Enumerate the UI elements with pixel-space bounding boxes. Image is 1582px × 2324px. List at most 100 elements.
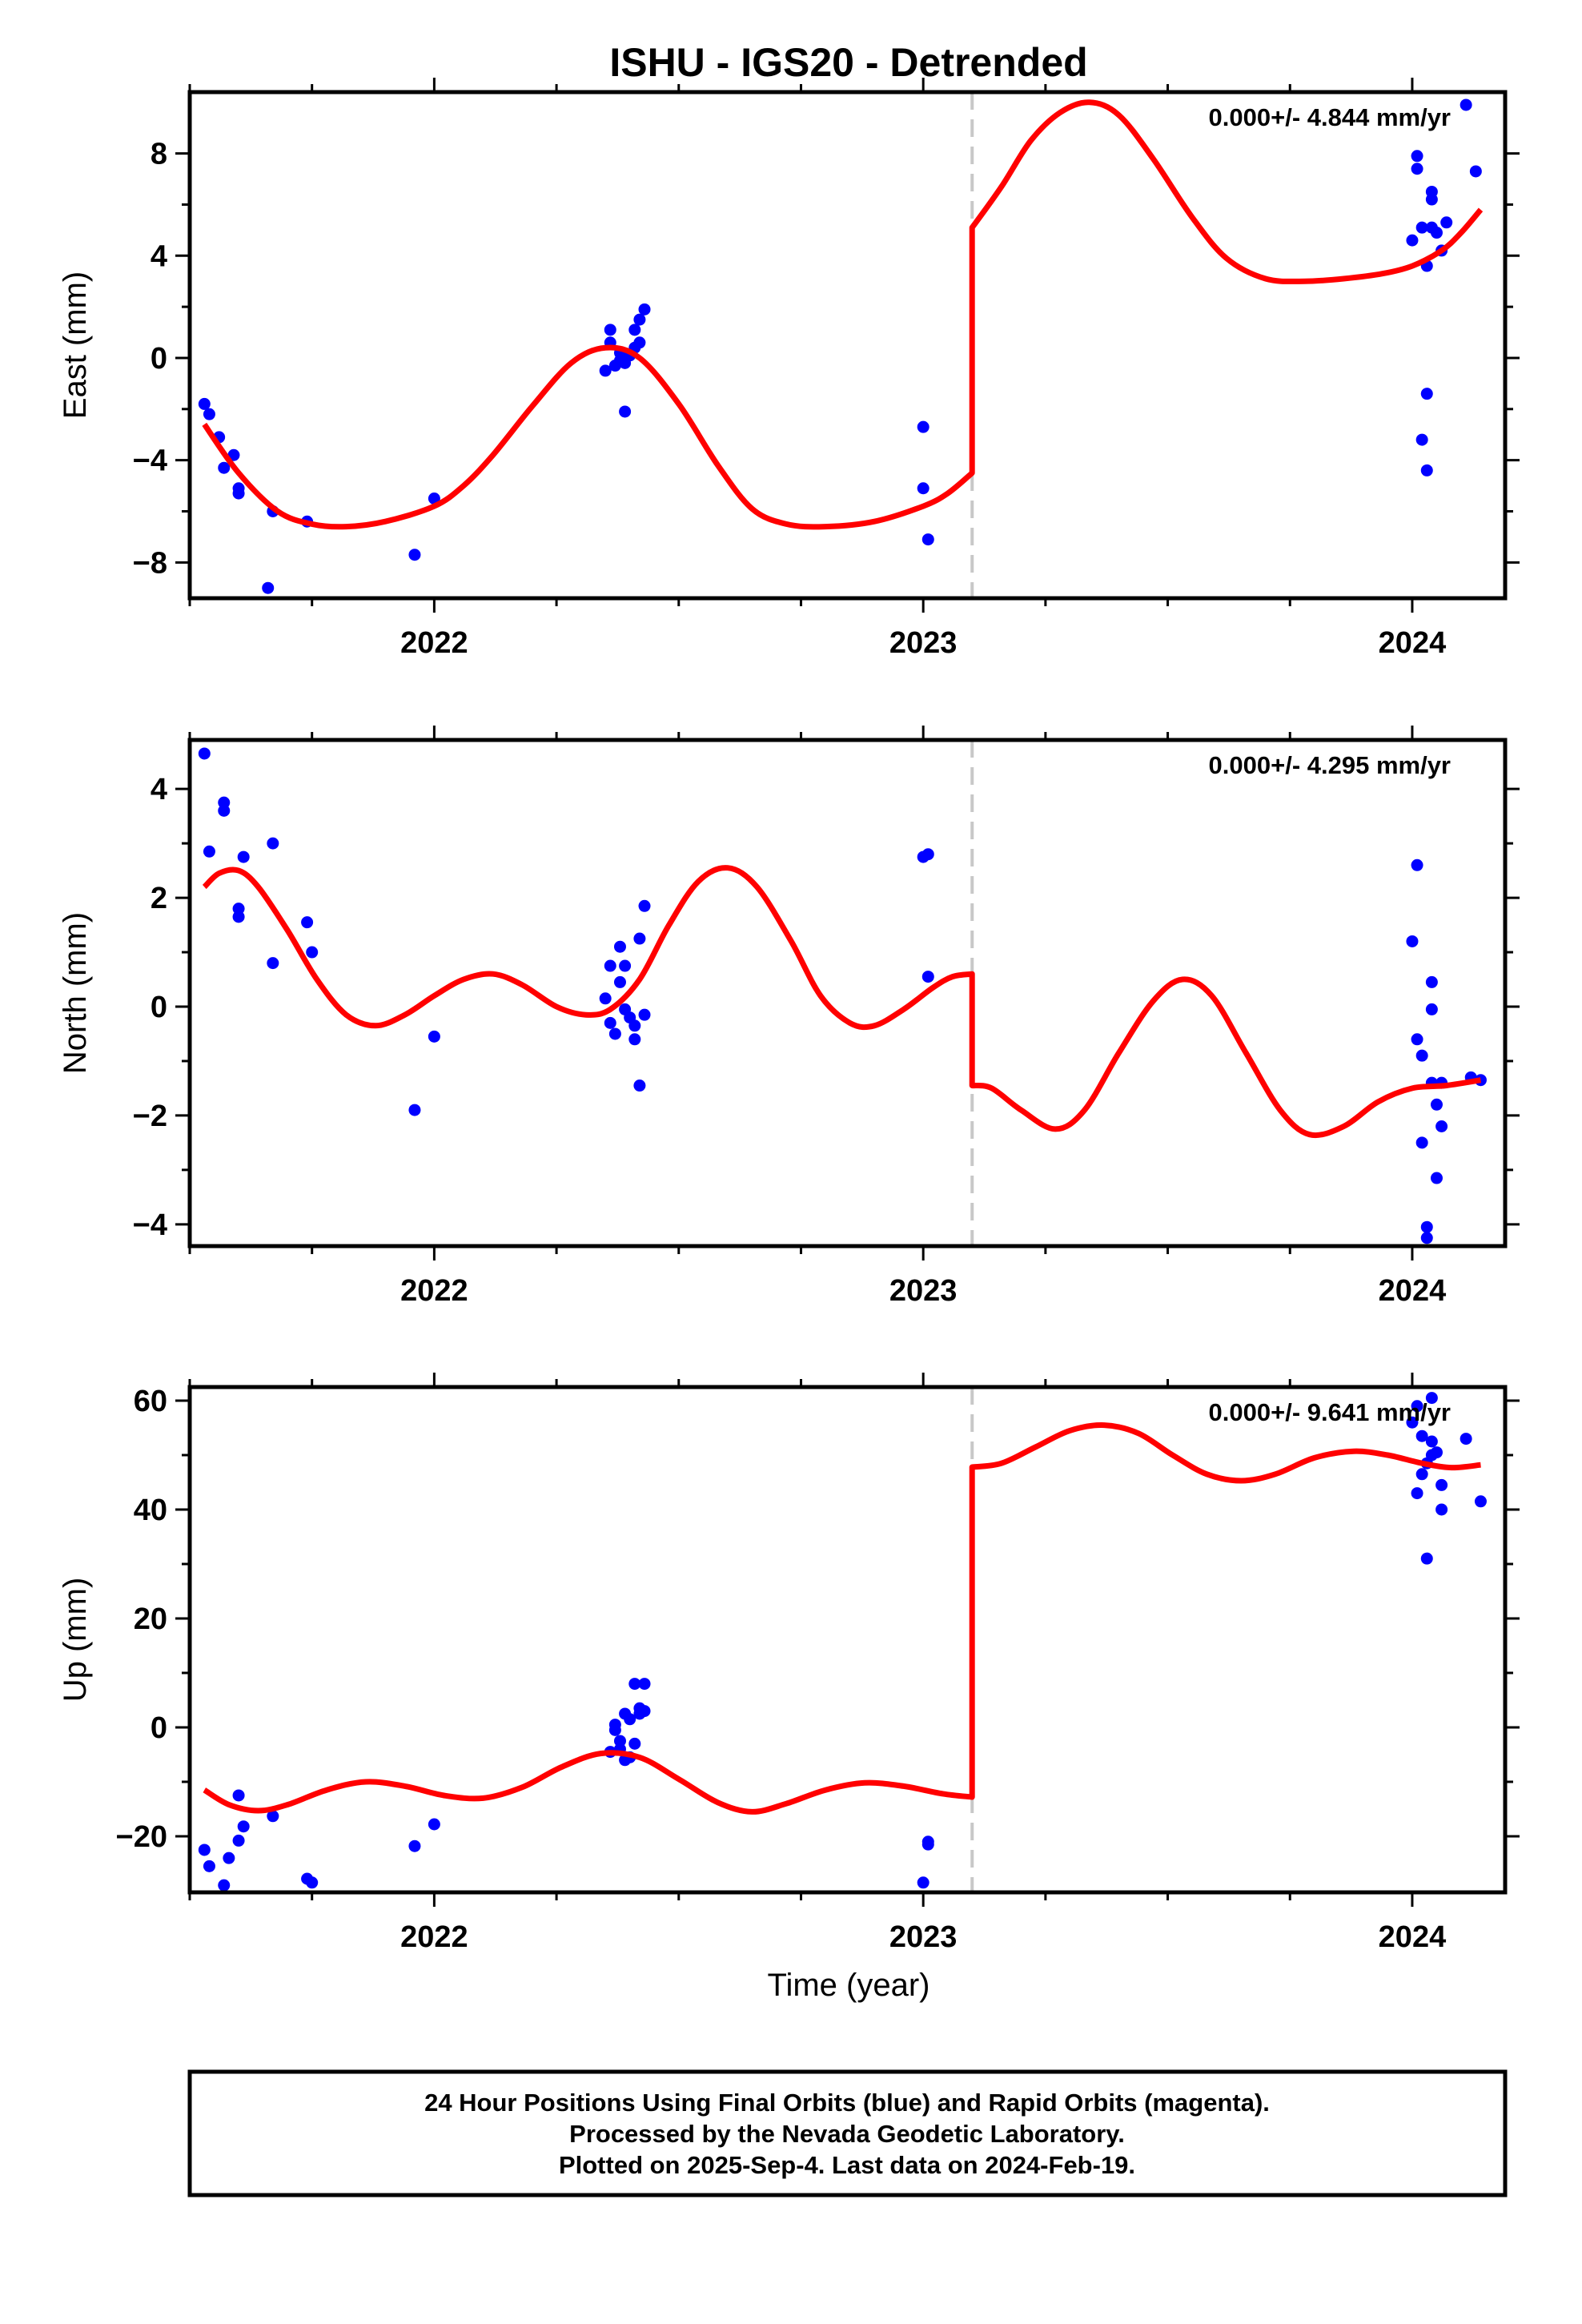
data-point (1411, 150, 1423, 163)
rate-annotation: 0.000+/- 4.295 mm/yr (1209, 751, 1451, 779)
data-point (237, 1820, 250, 1833)
data-point (232, 1789, 245, 1802)
model-curve (202, 99, 1484, 530)
data-point (223, 1852, 235, 1864)
y-axis-label: North (mm) (58, 912, 93, 1074)
data-point (1425, 1392, 1438, 1405)
data-point (198, 397, 211, 410)
data-point (1415, 433, 1428, 446)
data-point (921, 533, 934, 546)
y-tick-label: 40 (134, 1494, 167, 1527)
rate-annotation: 0.000+/- 4.844 mm/yr (1209, 103, 1451, 131)
data-point (1415, 1429, 1428, 1442)
y-tick-label: 4 (151, 239, 167, 273)
data-point (604, 1016, 616, 1029)
data-point (1440, 216, 1453, 229)
data-point (1411, 163, 1423, 175)
data-point (232, 487, 245, 500)
y-tick-label: 8 (151, 138, 167, 171)
rate-annotation: 0.000+/- 9.641 mm/yr (1209, 1398, 1451, 1426)
data-point (262, 581, 275, 594)
data-point (1420, 388, 1433, 400)
data-point (1425, 975, 1438, 988)
data-point (232, 911, 245, 923)
data-point (1411, 858, 1423, 871)
data-point (921, 848, 934, 861)
data-point (599, 364, 612, 377)
data-point (1406, 935, 1419, 947)
data-point (638, 1008, 651, 1021)
data-point (613, 940, 626, 953)
x-tick-label: 2022 (400, 1274, 468, 1308)
x-axis-label: Time (year) (768, 1968, 930, 2003)
data-point (1435, 1478, 1448, 1491)
data-point (1474, 1495, 1487, 1508)
data-point (624, 1713, 636, 1726)
data-point (203, 408, 215, 420)
data-point (198, 747, 211, 760)
panel-frame (187, 90, 1508, 601)
data-point (1425, 1435, 1438, 1448)
x-tick-label: 2022 (400, 626, 468, 660)
data-point (232, 1834, 245, 1847)
data-point (267, 957, 279, 970)
data-point (1420, 464, 1433, 476)
data-point (608, 1719, 621, 1731)
data-point (428, 493, 440, 505)
y-tick-label: −8 (133, 546, 167, 580)
data-point (638, 303, 651, 316)
data-point (408, 1839, 421, 1852)
data-point (1415, 221, 1428, 234)
y-tick-label: 2 (151, 882, 167, 915)
data-point (628, 1019, 641, 1032)
data-point (267, 1810, 279, 1823)
data-point (1435, 1503, 1448, 1516)
data-point (1411, 1033, 1423, 1046)
data-point (628, 1033, 641, 1046)
data-point (628, 324, 641, 336)
plot-area (198, 747, 1487, 1244)
data-point (1406, 1416, 1419, 1429)
data-point (218, 804, 231, 817)
data-point (1415, 1049, 1428, 1062)
y-tick-label: 0 (151, 342, 167, 376)
data-point (301, 916, 314, 929)
y-tick-label: 20 (134, 1602, 167, 1636)
data-point (619, 405, 632, 418)
data-point (633, 1080, 646, 1092)
chart-title: ISHU - IGS20 - Detrended (609, 40, 1087, 85)
model-curve (203, 1422, 1481, 1815)
plot-area (198, 99, 1484, 594)
east-panel: 2022 2023 2024 −8 −4 0 4 8 East (mm) 0.000+/- 4.8… (58, 78, 1520, 660)
panel-frame (187, 738, 1508, 1248)
data-point (203, 845, 215, 858)
x-tick-label: 2024 (1379, 626, 1447, 660)
x-tick-label: 2024 (1379, 1274, 1447, 1308)
data-point (638, 1678, 651, 1691)
data-point (608, 1027, 621, 1040)
data-point (1469, 165, 1482, 178)
data-point (198, 1844, 211, 1856)
data-point (1430, 1172, 1443, 1184)
footer-line-3: Plotted on 2025-Sep-4. Last data on 2024… (559, 2151, 1135, 2179)
data-point (428, 1818, 440, 1831)
footer-box: 24 Hour Positions Using Final Orbits (bl… (187, 2069, 1508, 2197)
data-point (1406, 234, 1419, 247)
x-tick-label: 2024 (1379, 1920, 1447, 1954)
data-point (428, 1030, 440, 1043)
plot-area (198, 1392, 1487, 1892)
data-point (1425, 1003, 1438, 1015)
x-tick-label: 2022 (400, 1920, 468, 1954)
data-point (1460, 1433, 1472, 1445)
y-axis-label: East (mm) (58, 271, 93, 419)
y-tick-label: 0 (151, 991, 167, 1024)
data-point (1425, 185, 1438, 198)
y-axis-label: Up (mm) (58, 1578, 93, 1703)
data-point (633, 932, 646, 945)
data-point (306, 1876, 319, 1889)
data-point (633, 336, 646, 349)
data-point (1430, 1446, 1443, 1459)
data-point (628, 1737, 641, 1750)
